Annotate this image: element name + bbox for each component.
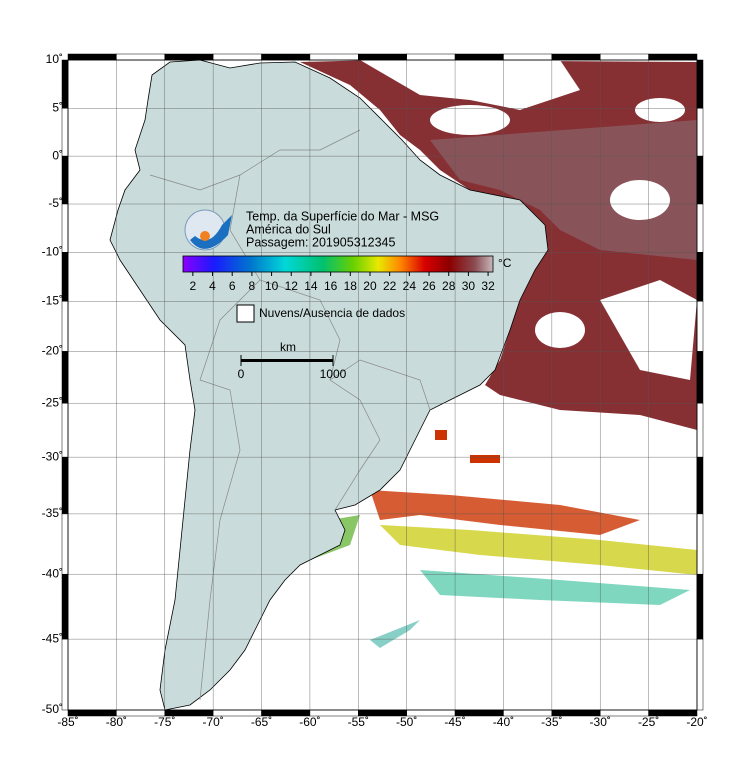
x-tick-label: -80˚ <box>106 715 127 729</box>
frame-segment <box>696 252 704 302</box>
colorbar-tick-label: 20 <box>363 279 377 293</box>
x-tick-label: -40˚ <box>493 715 514 729</box>
frame-segment <box>61 638 69 711</box>
x-tick-label: -75˚ <box>154 715 175 729</box>
sst-patch <box>435 430 500 463</box>
sst-south-red <box>370 490 640 535</box>
x-tick-label: -35˚ <box>541 715 562 729</box>
sst-south-sparse <box>370 620 420 648</box>
frame-segment <box>164 53 214 61</box>
colorbar-tick-label: 30 <box>462 279 476 293</box>
colorbar-unit: °C <box>498 256 512 270</box>
frame-segment <box>696 301 704 352</box>
y-tick-label: -20˚ <box>42 344 63 358</box>
y-tick-label: 0˚ <box>52 148 63 162</box>
colorbar-ticks: 2 4 6 8 10 12 14 16 18 20 22 24 26 28 30 32 <box>189 272 495 293</box>
y-tick-label: -25˚ <box>42 395 63 409</box>
frame-segment <box>696 155 704 205</box>
cloud-gaps <box>360 60 697 380</box>
y-tick-label: 10˚ <box>46 52 63 66</box>
colorbar-tick-label: 14 <box>304 279 318 293</box>
frame-segment <box>261 53 311 61</box>
frame-segment <box>116 53 166 61</box>
colorbar-tick-label: 18 <box>344 279 358 293</box>
x-tick-label: -85˚ <box>57 715 78 729</box>
y-tick-label: -50˚ <box>42 702 63 716</box>
colorbar-tick-label: 6 <box>229 279 236 293</box>
frame-segment <box>212 53 262 61</box>
frame-segment <box>696 513 704 575</box>
frame-segment <box>696 402 704 458</box>
frame-segment <box>67 53 117 61</box>
frame-segment <box>696 108 704 157</box>
y-tick-label: -35˚ <box>42 506 63 520</box>
colorbar-tick-label: 10 <box>265 279 279 293</box>
y-tick-label: -45˚ <box>42 631 63 645</box>
frame-outline <box>67 59 698 711</box>
frame-segment <box>696 573 704 640</box>
colorbar <box>182 255 494 273</box>
colorbar-tick-label: 24 <box>403 279 417 293</box>
pass: Passagem: 201905312345 <box>246 235 395 249</box>
colorbar-tick-label: 22 <box>383 279 397 293</box>
colorbar-tick-label: 28 <box>442 279 456 293</box>
scale-label: 1000 <box>320 367 347 381</box>
y-tick-label: -15˚ <box>42 293 63 307</box>
x-tick-label: -50˚ <box>396 715 417 729</box>
frame-segment <box>696 638 704 711</box>
sst-region-light <box>430 120 697 260</box>
borders <box>149 129 431 701</box>
scale-bar: 0 1000 <box>238 355 347 381</box>
x-tick-label: -70˚ <box>202 715 223 729</box>
x-tick-label: -55˚ <box>348 715 369 729</box>
frame-segment <box>551 53 601 61</box>
sst-south-teal <box>420 570 690 605</box>
map-area <box>109 60 697 710</box>
colorbar-tick-label: 12 <box>285 279 299 293</box>
frame-segment <box>61 513 69 575</box>
frame <box>61 53 704 717</box>
region: América do Sul <box>246 222 331 236</box>
y-tick-label: -10˚ <box>42 244 63 258</box>
frame-segment <box>358 53 407 61</box>
frame-segment <box>696 351 704 404</box>
y-tick-label: -40˚ <box>42 566 63 580</box>
y-tick-label: 5˚ <box>52 100 63 114</box>
colorbar-tick-label: 4 <box>209 279 216 293</box>
y-tick-label: -30˚ <box>42 449 63 463</box>
colorbar-tick-label: 26 <box>422 279 436 293</box>
colorbar-tick-label: 2 <box>189 279 196 293</box>
frame-segment <box>503 53 553 61</box>
frame-segment <box>599 53 649 61</box>
frame-segment <box>696 59 704 109</box>
x-tick-label: -20˚ <box>686 715 707 729</box>
frame-segment <box>696 456 704 515</box>
sst-south-yellow <box>380 525 697 575</box>
frame-segment <box>61 573 69 640</box>
legend-label: Nuvens/Ausencia de dados <box>259 306 405 320</box>
x-tick-label: -30˚ <box>590 715 611 729</box>
colorbar-tick-label: 32 <box>481 279 495 293</box>
frame-segment <box>454 53 504 61</box>
scale-unit: km <box>280 340 296 354</box>
scale-label: 0 <box>238 367 245 381</box>
x-tick-label: -65˚ <box>251 715 272 729</box>
logo <box>184 209 232 251</box>
x-tick-label: -60˚ <box>299 715 320 729</box>
legend-swatch <box>236 304 255 323</box>
frame-segment <box>696 203 704 253</box>
x-tick-label: -45˚ <box>444 715 465 729</box>
frame-segment <box>648 53 698 61</box>
frame-segment <box>406 53 456 61</box>
x-tick-label: -25˚ <box>638 715 659 729</box>
frame-segment <box>309 53 359 61</box>
y-tick-label: -5˚ <box>48 196 63 210</box>
colorbar-tick-label: 16 <box>324 279 338 293</box>
title: Temp. da Superfície do Mar - MSG <box>246 209 439 223</box>
colorbar-tick-label: 8 <box>249 279 256 293</box>
scale-bar-body <box>241 359 333 362</box>
